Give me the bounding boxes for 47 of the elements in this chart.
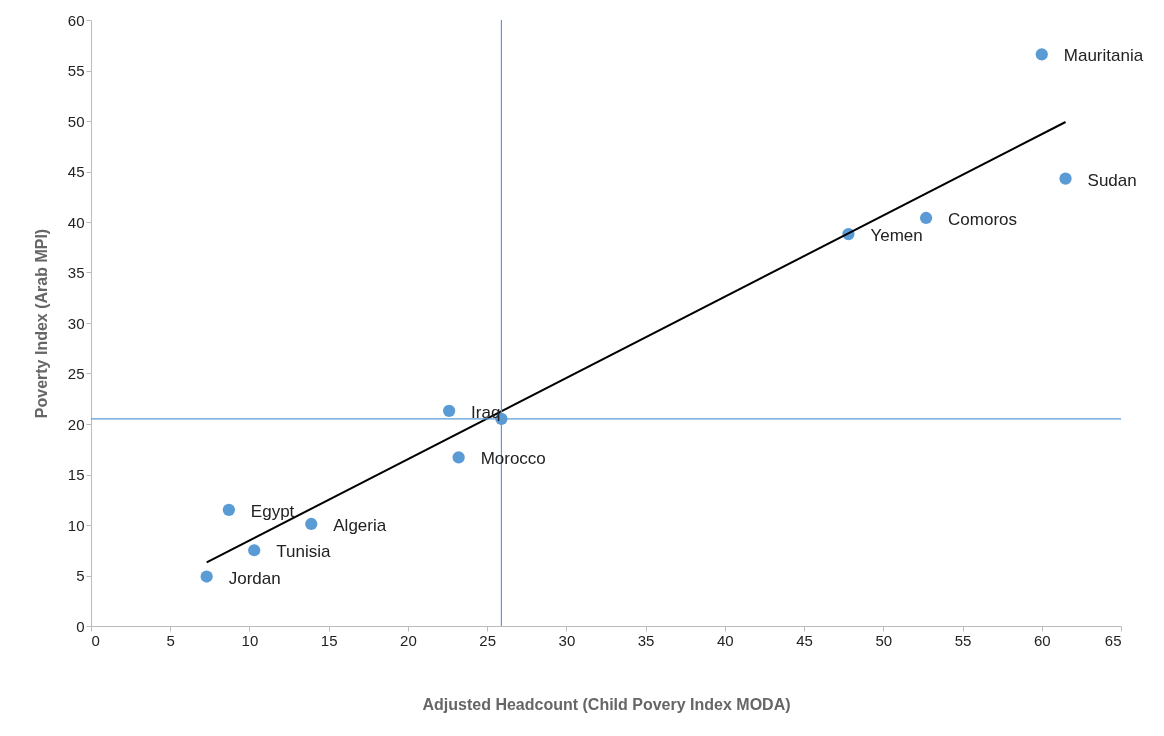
annotation: Iraq — [471, 402, 501, 422]
y-tick-label: 30 — [67, 314, 85, 332]
y-tick-label: 35 — [67, 264, 85, 281]
x-tick-label: 40 — [717, 631, 734, 649]
x-tick-label: 60 — [1033, 631, 1051, 649]
y-tick-label: 5 — [76, 567, 85, 584]
x-tick-label: 20 — [400, 631, 417, 649]
y-tick-label: 45 — [67, 163, 85, 180]
y-tick-label: 50 — [67, 112, 85, 130]
x-tick-label: 0 — [91, 631, 100, 649]
annotation: Sudan — [1087, 170, 1137, 190]
x-tick-label: 5 — [166, 631, 175, 649]
y-tick-label: 25 — [67, 365, 85, 382]
y-tick-label: 10 — [67, 516, 85, 534]
y-tick-label: 20 — [67, 415, 85, 433]
point — [919, 211, 933, 225]
x-tick-label: 35 — [637, 631, 655, 649]
y-tick-label: 60 — [67, 11, 85, 29]
point — [1059, 172, 1072, 185]
x-tick-label: 45 — [796, 631, 813, 649]
x-axis-title: Adjusted Headcount (Child Povery Index MODA) — [422, 695, 791, 713]
x-tick-label: 15 — [320, 631, 338, 649]
y-axis-title: Poverty Index (Arab MPI) — [32, 228, 50, 419]
x-tick-label: 55 — [954, 631, 972, 649]
point — [222, 503, 235, 516]
annotation: Jordan — [228, 568, 281, 588]
annotation: Yemen — [870, 226, 923, 246]
point — [200, 570, 213, 583]
annotation: Tunisia — [276, 542, 331, 562]
annotation: Algeria — [333, 515, 387, 535]
x-tick-label: 10 — [241, 631, 259, 649]
x-tick-label: 50 — [875, 631, 893, 649]
x-tick-label: 65 — [1104, 631, 1122, 649]
y-tick-label: 15 — [67, 466, 85, 483]
y-tick-label: 40 — [67, 213, 85, 231]
x-tick-label: 25 — [479, 631, 496, 649]
annotation: Mauritania — [1063, 46, 1144, 66]
point — [248, 544, 261, 557]
annotation: Comoros — [948, 209, 1018, 229]
annotation: Egypt — [250, 501, 295, 521]
point — [452, 451, 465, 464]
point — [305, 517, 318, 531]
point — [1035, 48, 1048, 61]
x-tick-label: 30 — [558, 631, 576, 649]
y-tick-label: 55 — [67, 62, 85, 79]
point — [443, 404, 456, 417]
y-tick-label: 0 — [76, 617, 85, 635]
